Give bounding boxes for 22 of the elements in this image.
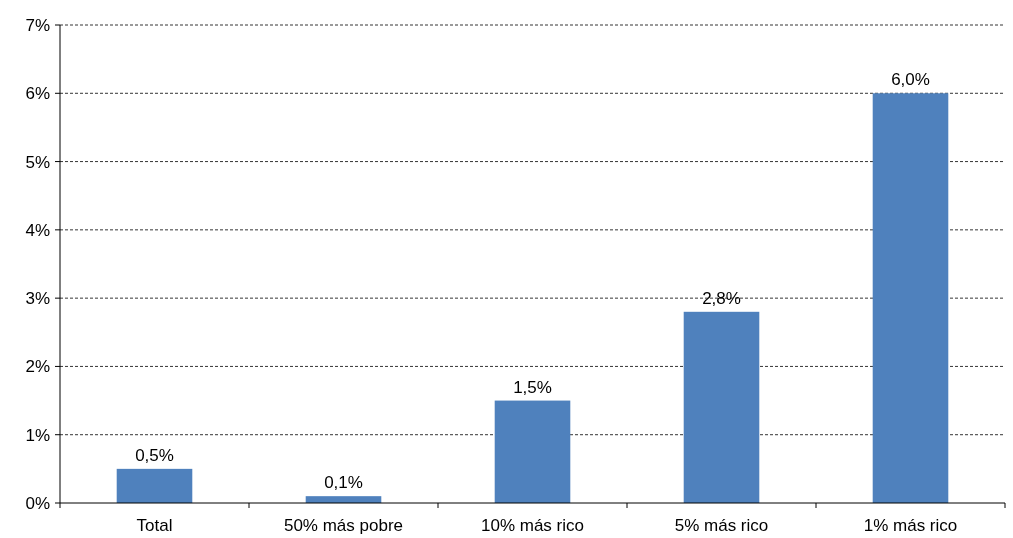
y-tick-label: 5% [25, 152, 50, 172]
x-tick-label: 5% más rico [674, 516, 769, 535]
y-tick-label: 4% [25, 220, 50, 240]
y-tick-label: 2% [25, 357, 50, 377]
data-label: 6,0% [891, 70, 930, 90]
data-label: 0,5% [135, 445, 174, 465]
y-tick-label: 6% [25, 84, 50, 104]
bar [116, 468, 193, 503]
data-label: 0,1% [324, 473, 363, 493]
bar [683, 311, 760, 503]
y-tick-label: 3% [25, 289, 50, 309]
x-tick-label: 1% más rico [863, 516, 958, 535]
data-label: 2,8% [702, 288, 741, 308]
x-tick-label: 50% más pobre [283, 516, 404, 535]
x-tick-label: 10% más rico [481, 516, 584, 535]
data-label: 1,5% [513, 377, 552, 397]
y-tick-label: 0% [25, 493, 50, 513]
y-tick-label: 1% [25, 425, 50, 445]
x-tick-label: Total [136, 516, 173, 535]
bar [494, 400, 571, 503]
y-tick-label: 7% [25, 15, 50, 35]
bar [872, 93, 949, 503]
